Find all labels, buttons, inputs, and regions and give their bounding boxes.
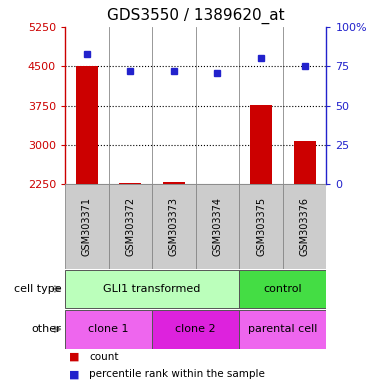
Bar xyxy=(239,310,326,349)
Text: ■: ■ xyxy=(69,369,79,379)
Bar xyxy=(152,184,196,269)
Text: GSM303376: GSM303376 xyxy=(300,197,310,256)
Bar xyxy=(294,141,316,184)
Text: GLI1 transformed: GLI1 transformed xyxy=(104,284,201,294)
Text: GSM303374: GSM303374 xyxy=(213,197,223,256)
Text: GSM303373: GSM303373 xyxy=(169,197,179,256)
Text: parental cell: parental cell xyxy=(248,324,318,334)
Text: cell type: cell type xyxy=(14,284,61,294)
Bar xyxy=(239,184,283,269)
Text: other: other xyxy=(32,324,61,334)
Bar xyxy=(163,182,185,184)
Bar xyxy=(283,184,326,269)
Bar xyxy=(250,105,272,184)
Bar xyxy=(196,184,239,269)
Bar xyxy=(76,66,98,184)
Bar xyxy=(65,184,109,269)
Text: percentile rank within the sample: percentile rank within the sample xyxy=(89,369,265,379)
Bar xyxy=(119,183,141,184)
Text: control: control xyxy=(263,284,302,294)
Bar xyxy=(65,270,239,308)
Text: ■: ■ xyxy=(69,352,79,362)
Text: count: count xyxy=(89,352,119,362)
Bar xyxy=(109,184,152,269)
Text: GSM303372: GSM303372 xyxy=(125,197,135,256)
Text: GSM303371: GSM303371 xyxy=(82,197,92,256)
Title: GDS3550 / 1389620_at: GDS3550 / 1389620_at xyxy=(107,8,285,24)
Bar xyxy=(65,310,152,349)
Text: clone 2: clone 2 xyxy=(175,324,216,334)
Text: clone 1: clone 1 xyxy=(88,324,129,334)
Bar xyxy=(152,310,239,349)
Text: GSM303375: GSM303375 xyxy=(256,197,266,256)
Bar xyxy=(207,184,229,185)
Bar xyxy=(239,270,326,308)
